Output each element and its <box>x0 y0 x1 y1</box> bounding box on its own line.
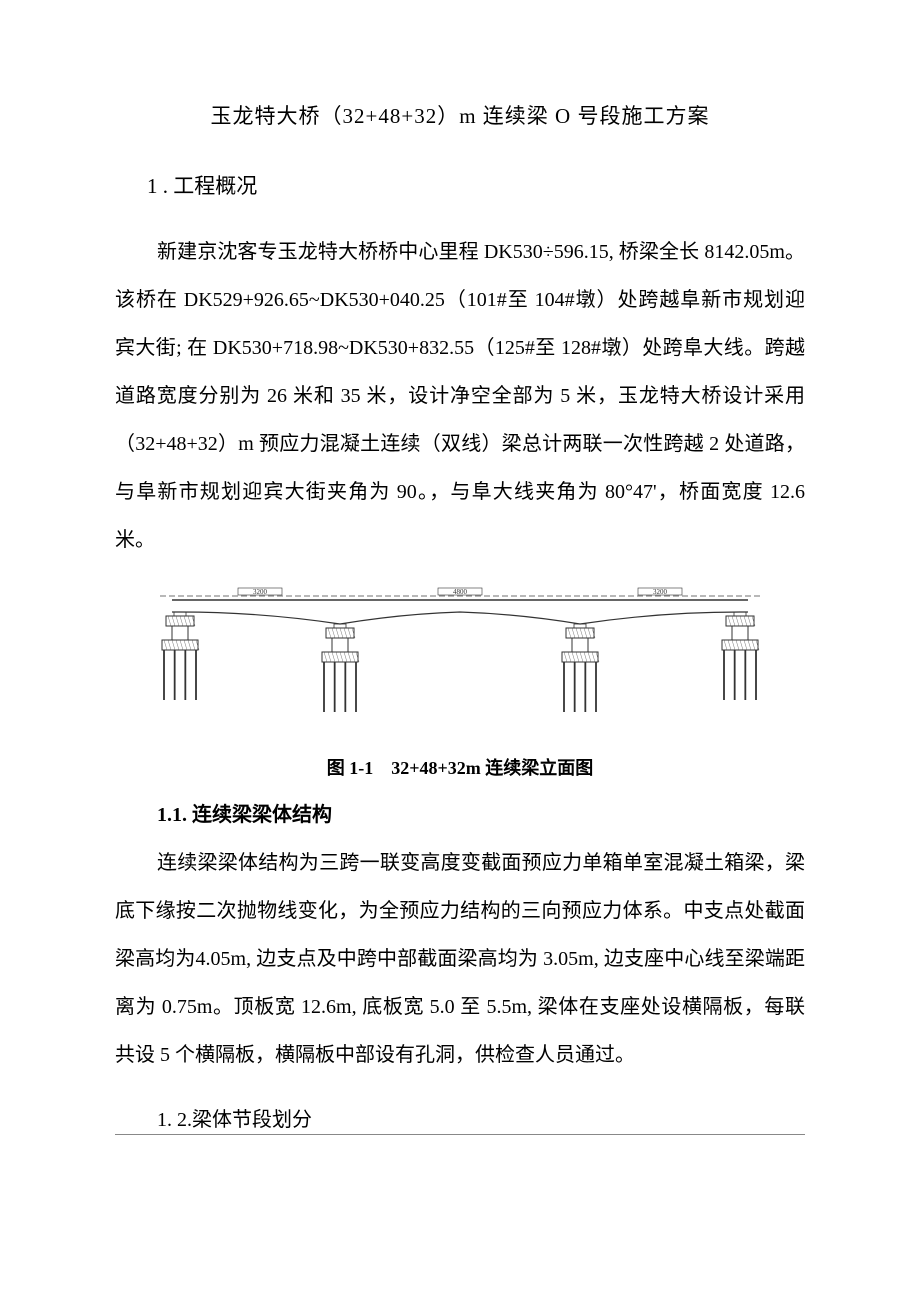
svg-text:3200: 3200 <box>253 588 268 596</box>
svg-text:3200: 3200 <box>653 588 668 596</box>
document-title: 玉龙特大桥（32+48+32）m 连续梁 O 号段施工方案 <box>115 100 805 130</box>
section-1-2-heading: 1. 2.梁体节段划分 <box>115 1103 805 1135</box>
svg-text:4800: 4800 <box>453 588 468 596</box>
section-1-paragraph: 新建京沈客专玉龙特大桥桥中心里程 DK530÷596.15, 桥梁全长 8142… <box>115 228 805 564</box>
figure-1-1-caption: 图 1-1 32+48+32m 连续梁立面图 <box>115 754 805 780</box>
section-1-1-paragraph: 连续梁梁体结构为三跨一联变高度变截面预应力单箱单室混凝土箱梁，梁底下缘按二次抛物… <box>115 839 805 1079</box>
section-1-heading: 1 . 工程概况 <box>115 170 805 200</box>
bridge-elevation-svg: 3200 4800 3200 <box>160 582 760 742</box>
section-1-1-heading: 1.1. 连续梁梁体结构 <box>115 798 805 827</box>
figure-1-1: 3200 4800 3200 <box>115 582 805 742</box>
